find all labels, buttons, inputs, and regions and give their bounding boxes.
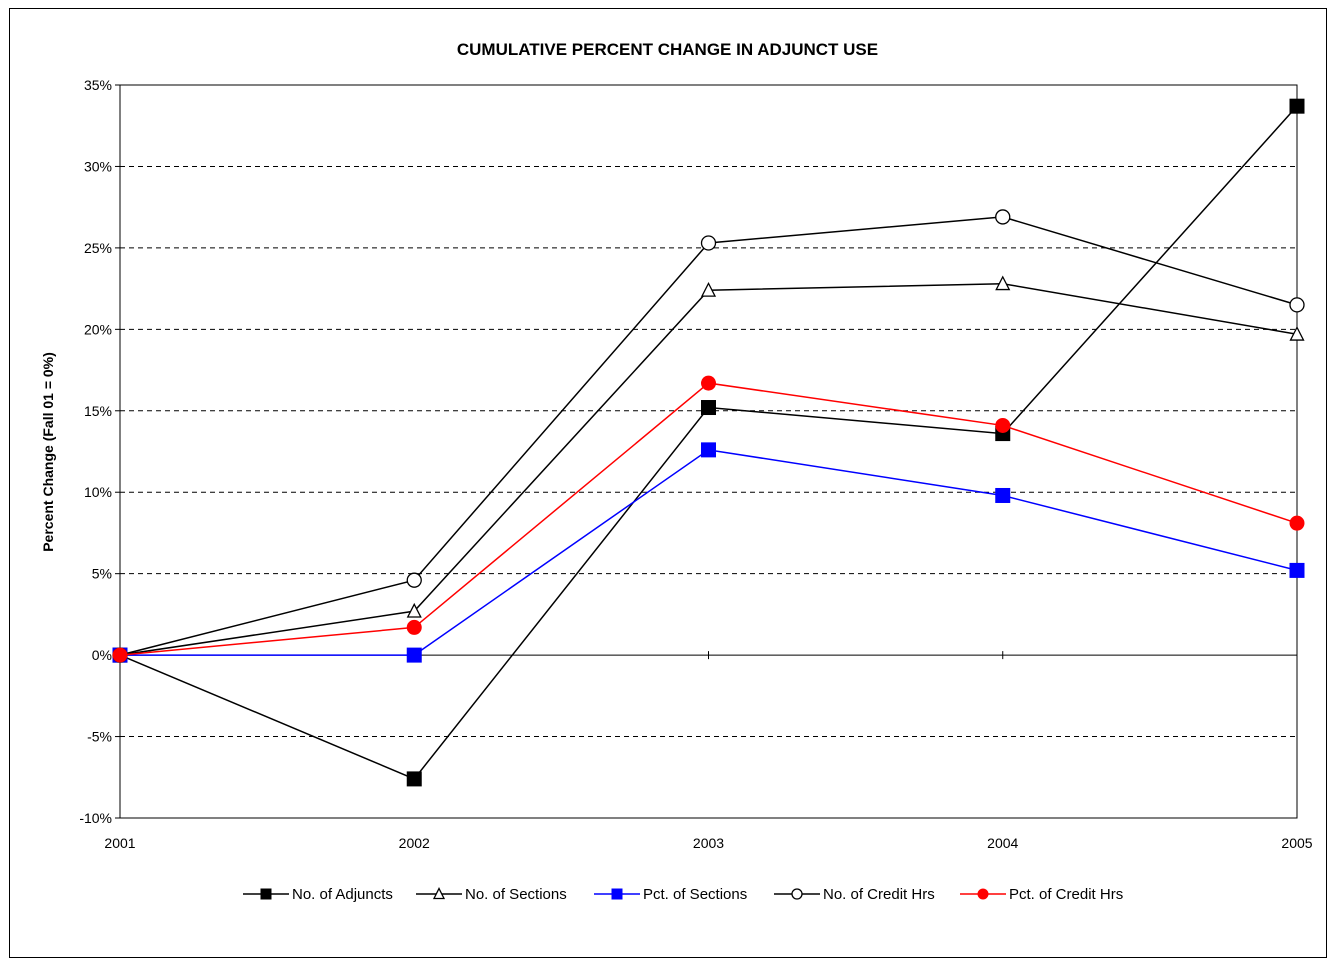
legend-item: No. of Credit Hrs [774, 886, 935, 903]
series-line [119, 382, 1298, 656]
data-point-circle [700, 235, 717, 251]
x-tick-label: 2002 [399, 835, 430, 851]
data-point-circle [1289, 297, 1305, 313]
data-point-square [611, 888, 623, 900]
data-point-circle [112, 647, 128, 663]
data-point-triangle [1289, 325, 1305, 341]
legend-item: Pct. of Sections [594, 886, 747, 903]
legend-label: Pct. of Credit Hrs [1009, 886, 1123, 903]
x-tick-label: 2005 [1281, 835, 1312, 851]
data-point-circle [406, 619, 422, 635]
legend-label: No. of Sections [465, 886, 567, 903]
y-tick-label: 20% [84, 321, 112, 337]
legend-label: No. of Credit Hrs [823, 886, 935, 903]
y-tick-label: 15% [84, 403, 112, 419]
y-tick-label: -10% [79, 810, 112, 826]
axes: -10% -5% 0% 5% 10% 15% 20% 25% 30% 35% 2001 2002 200… [79, 77, 1312, 851]
y-tick-label: -5% [87, 729, 112, 745]
y-tick-label: 10% [84, 484, 112, 500]
legend-label: No. of Adjuncts [292, 886, 393, 903]
legend: No. of Adjuncts No. of Sections Pct. of Se… [243, 886, 1123, 903]
series-no-of-credit-hrs [112, 209, 1305, 663]
series-pct-of-sections [112, 442, 1305, 663]
series-no-of-sections [112, 275, 1305, 662]
data-point-square [406, 771, 422, 787]
data-point-square [1289, 98, 1305, 114]
y-tick-label: 0% [92, 647, 112, 663]
y-tick-label: 35% [84, 77, 112, 93]
data-point-triangle [995, 275, 1011, 291]
data-point-square [995, 487, 1011, 503]
plot-area [119, 84, 1298, 819]
legend-item: Pct. of Credit Hrs [960, 886, 1123, 903]
data-point-circle [977, 888, 989, 900]
legend-label: Pct. of Sections [643, 886, 747, 903]
x-tick-label: 2003 [693, 835, 724, 851]
y-tick-label: 25% [84, 240, 112, 256]
legend-item: No. of Sections [416, 886, 567, 903]
series-line [120, 449, 1298, 656]
data-point-square [701, 442, 716, 458]
x-tick-label: 2004 [987, 835, 1018, 851]
data-point-square [701, 400, 716, 416]
data-point-triangle [700, 281, 717, 297]
data-point-circle [995, 417, 1011, 433]
y-axis-title: Percent Change (Fall 01 = 0%) [40, 352, 56, 552]
series-line [119, 282, 1298, 656]
y-tick-label: 30% [84, 158, 112, 174]
series [112, 98, 1305, 787]
series-pct-of-credit-hrs [112, 375, 1305, 663]
data-point-circle [791, 888, 803, 900]
data-point-circle [701, 375, 716, 391]
data-point-square [1289, 562, 1305, 578]
data-point-square [406, 647, 422, 663]
legend-item: No. of Adjuncts [243, 886, 393, 903]
data-point-square [260, 888, 272, 900]
data-point-circle [1289, 515, 1305, 531]
y-tick-label: 5% [92, 566, 112, 582]
data-point-circle [406, 572, 422, 588]
x-tick-label: 2001 [104, 835, 135, 851]
data-point-circle [995, 209, 1011, 225]
data-point-triangle [432, 887, 446, 900]
chart-title: CUMULATIVE PERCENT CHANGE IN ADJUNCT USE [456, 40, 879, 59]
data-point-triangle [406, 602, 422, 618]
